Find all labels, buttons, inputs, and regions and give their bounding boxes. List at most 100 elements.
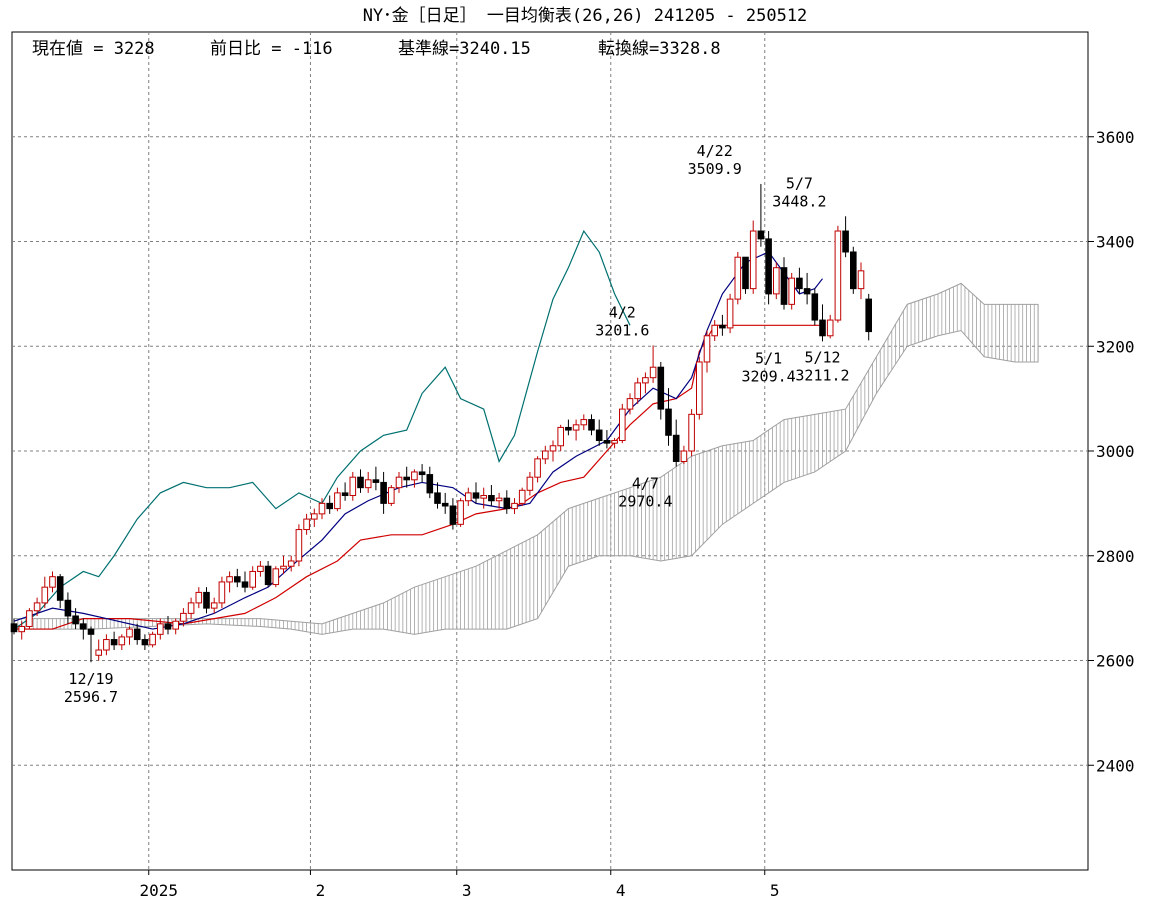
candle-body — [696, 361, 703, 415]
candle-body — [349, 476, 357, 497]
annotation-value: 3209.4 — [742, 367, 796, 385]
candle-body — [850, 251, 857, 290]
candle-body — [318, 502, 326, 515]
candle-body — [241, 581, 249, 588]
candle-body — [203, 591, 210, 609]
annotation-date: 12/19 — [68, 670, 113, 688]
candle-body — [72, 615, 79, 625]
candle-body — [557, 426, 565, 447]
candle-body — [218, 581, 226, 604]
candle-body — [303, 518, 310, 531]
candle-body — [149, 633, 156, 646]
kijun-value-label: 基準線=3240.15 — [398, 39, 531, 59]
candle-body — [865, 298, 873, 333]
annotation-date: 5/12 — [804, 348, 840, 366]
candle-body — [511, 502, 518, 510]
candle-body — [826, 319, 834, 337]
candle-body — [426, 474, 434, 494]
candle-body — [495, 497, 503, 502]
candle-body — [857, 270, 865, 290]
candle-body — [726, 298, 734, 329]
candle-body — [642, 377, 649, 384]
candle-body — [103, 639, 110, 651]
candle-body — [711, 324, 719, 337]
candle-body — [234, 576, 241, 583]
annotation-value: 2596.7 — [64, 688, 118, 706]
candle-body — [172, 620, 179, 630]
annotation-date: 4/22 — [697, 142, 733, 160]
candle-body — [842, 230, 849, 253]
candle-body — [41, 586, 49, 604]
candle-body — [118, 636, 126, 646]
candle-body — [380, 481, 387, 504]
candle-body — [665, 408, 672, 436]
candle-body — [364, 479, 372, 489]
candle-body — [457, 500, 464, 525]
candle-body — [803, 288, 811, 295]
candle-body — [811, 293, 819, 321]
candle-body — [334, 492, 341, 510]
candle-body — [56, 576, 64, 601]
candle-body — [388, 487, 395, 504]
candle-body — [126, 628, 133, 638]
candle-body — [449, 505, 457, 525]
candle-body — [26, 610, 33, 627]
candle-body — [657, 366, 665, 410]
candle-body — [580, 419, 588, 426]
candle-body — [757, 230, 765, 240]
candle-body — [272, 568, 280, 586]
x-tick-label: 2025 — [139, 881, 178, 900]
candle-body — [326, 502, 333, 510]
y-tick-label: 2400 — [1096, 756, 1135, 775]
candle-body — [133, 628, 141, 641]
candle-body — [488, 495, 495, 502]
candle-body — [287, 560, 295, 567]
change-label: 前日比 = -116 — [210, 39, 333, 59]
annotation-value: 2970.4 — [618, 493, 672, 511]
candle-body — [110, 639, 118, 646]
current-value-label: 現在値 = 3228 — [32, 39, 155, 59]
candle-body — [503, 497, 511, 510]
candle-body — [18, 625, 25, 633]
candle-body — [780, 267, 788, 305]
candle-body — [465, 492, 472, 502]
candle-body — [280, 565, 287, 570]
annotation-date: 5/7 — [786, 174, 813, 192]
annotation-value: 3448.2 — [772, 192, 826, 210]
candle-body — [441, 502, 449, 507]
candle-body — [141, 639, 149, 646]
candle-body — [588, 419, 595, 431]
candle-body — [480, 495, 487, 499]
candle-body — [33, 602, 41, 612]
candle-body — [403, 476, 410, 481]
candle-body — [542, 450, 549, 460]
candle-body — [565, 426, 572, 431]
candle-body — [680, 450, 688, 462]
candle-body — [311, 513, 318, 520]
candle-body — [226, 576, 233, 583]
candle-body — [518, 489, 526, 504]
tenkan-value-label: 転換線=3328.8 — [598, 39, 721, 59]
candle-body — [80, 623, 87, 630]
candle-body — [295, 529, 303, 562]
info-row: 現在値 = 3228 前日比 = -116 基準線=3240.15 転換線=33… — [32, 39, 721, 59]
candle-body — [749, 230, 757, 290]
candle-body — [341, 492, 349, 497]
candle-body — [411, 471, 418, 481]
candle-body — [595, 429, 603, 442]
y-tick-label: 3600 — [1096, 128, 1135, 147]
chikou-line — [13, 229, 631, 630]
candle-body — [249, 570, 256, 588]
candle-body — [796, 277, 803, 290]
candle-body — [626, 398, 634, 410]
candle-body — [264, 565, 272, 586]
y-tick-label: 3400 — [1096, 233, 1135, 252]
candle-body — [688, 413, 695, 452]
candle-body — [87, 628, 95, 635]
